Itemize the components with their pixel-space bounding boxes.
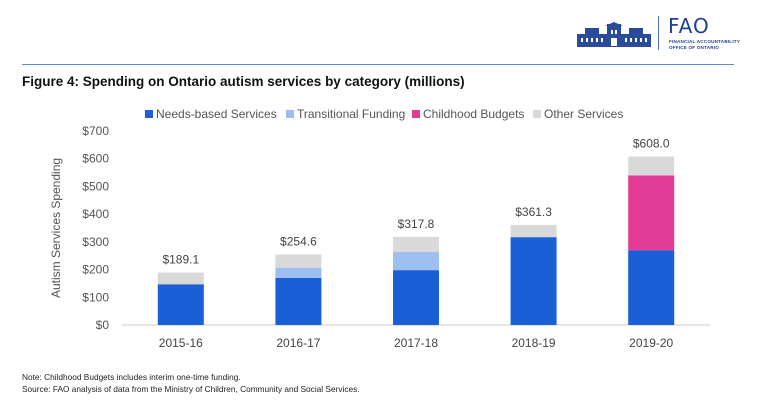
bar-total-label: $361.3: [515, 205, 552, 219]
figure-title: Figure 4: Spending on Ontario autism ser…: [22, 74, 465, 89]
x-tick-label: 2016-17: [276, 336, 320, 350]
x-tick-label: 2018-19: [512, 336, 556, 350]
y-tick-label: $500: [82, 179, 109, 193]
logo-name-line1: FINANCIAL ACCOUNTABILITY: [669, 39, 741, 44]
y-tick-label: $700: [82, 124, 109, 138]
legend-label: Transitional Funding: [297, 107, 405, 121]
bar-segment-other-services: [157, 272, 204, 285]
bar-segment-needs-based-services: [157, 284, 204, 325]
legend-label: Needs-based Services: [156, 107, 277, 121]
x-tick-label: 2019-20: [629, 336, 673, 350]
logo-name-line2: OFFICE OF ONTARIO: [669, 45, 720, 50]
x-tick-label: 2015-16: [159, 336, 203, 350]
footnote-note: Note: Childhood Budgets includes interim…: [22, 372, 241, 382]
y-tick-label: $300: [82, 235, 109, 249]
legislature-building-icon: [577, 22, 651, 47]
bar-segment-needs-based-services: [393, 270, 439, 325]
legend-label: Childhood Budgets: [423, 107, 524, 121]
logo-divider: [658, 16, 659, 50]
fao-logo: FAO FINANCIAL ACCOUNTABILITY OFFICE OF O…: [575, 14, 745, 54]
legend-swatch: [145, 110, 153, 118]
y-tick-label: $100: [82, 290, 109, 304]
bar-segment-other-services: [275, 254, 322, 268]
bar-segment-needs-based-services: [628, 250, 675, 325]
bar-segment-needs-based-services: [275, 277, 322, 325]
bar-total-label: $254.6: [280, 234, 317, 248]
header-divider: [22, 64, 734, 65]
y-tick-label: $0: [96, 318, 110, 332]
y-tick-label: $200: [82, 263, 109, 277]
bar-segment-transitional-funding: [275, 267, 322, 278]
y-tick-label: $600: [82, 152, 109, 166]
legend-swatch: [533, 110, 541, 118]
bar-total-label: $608.0: [633, 136, 670, 150]
footnote-source: Source: FAO analysis of data from the Mi…: [22, 384, 360, 394]
y-axis-label: Autism Services Spending: [49, 158, 63, 298]
stacked-bar-chart: $0 $100 $200 $300 $400 $500 $600 $700 Autism Ser…: [49, 107, 710, 350]
x-tick-label: 2017-18: [394, 336, 438, 350]
legend-label: Other Services: [544, 107, 623, 121]
bar-total-label: $317.8: [398, 217, 435, 231]
legend-swatch: [412, 110, 420, 118]
bar-segment-other-services: [510, 224, 557, 238]
bar-segment-other-services: [393, 236, 439, 252]
bar-segment-transitional-funding: [393, 251, 439, 271]
logo-abbreviation: FAO: [668, 14, 710, 38]
bar-segment-childhood-budgets: [628, 175, 675, 251]
y-tick-label: $400: [82, 207, 109, 221]
bar-segment-needs-based-services: [510, 237, 557, 325]
legend-swatch: [286, 110, 294, 118]
bar-total-label: $189.1: [162, 253, 199, 267]
bar-segment-other-services: [628, 156, 675, 176]
